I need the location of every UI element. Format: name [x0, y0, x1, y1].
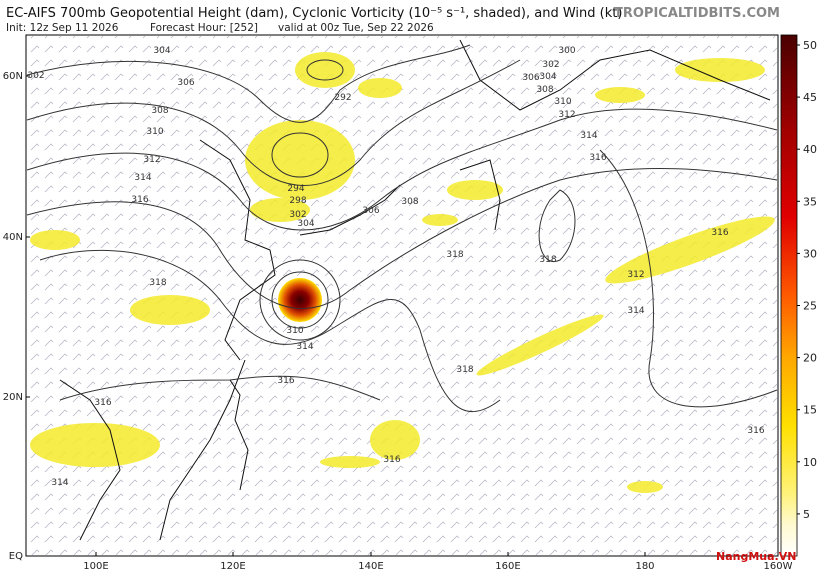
contour-label: 298	[289, 196, 306, 206]
lat-label: 20N	[3, 392, 23, 403]
forecast-hour: Forecast Hour: [252]	[150, 22, 258, 34]
colorbar-label: 40	[803, 143, 817, 156]
contour-label: 316	[747, 426, 764, 436]
contour-label: 292	[334, 93, 351, 103]
contour-label: 312	[143, 155, 160, 165]
init-time: Init: 12z Sep 11 2026	[6, 22, 119, 34]
colorbar-label: 5	[803, 508, 810, 521]
contour-label: 316	[589, 153, 606, 163]
contour-label: 318	[149, 278, 166, 288]
contour-label: 314	[627, 306, 644, 316]
map-title: EC-AIFS 700mb Geopotential Height (dam),…	[6, 6, 622, 21]
contour-label: 310	[554, 97, 571, 107]
contour-label: 306	[522, 73, 539, 83]
vorticity-shading	[30, 52, 775, 493]
contour-label: 316	[94, 398, 111, 408]
colorbar-label: 20	[803, 352, 817, 365]
wind-barbs	[27, 36, 777, 555]
contour-label: 312	[558, 110, 575, 120]
contour-label: 314	[134, 173, 151, 183]
contour-label: 304	[297, 219, 314, 229]
contour-label: 304	[539, 72, 556, 82]
contour-label: 314	[51, 478, 68, 488]
contour-label: 300	[558, 46, 575, 56]
contour-label: 302	[27, 71, 44, 81]
watermark: NangMua.VN	[716, 550, 796, 563]
contour-label: 316	[277, 376, 294, 386]
height-contours	[26, 44, 778, 412]
lon-label: 180	[635, 561, 654, 572]
lat-label: 40N	[3, 232, 23, 243]
colorbar-label: 25	[803, 300, 817, 313]
contour-label: 308	[401, 197, 418, 207]
lon-label: 140E	[358, 561, 383, 572]
lon-label: 120E	[220, 561, 245, 572]
contour-label: 314	[580, 131, 597, 141]
contour-label: 318	[446, 250, 463, 260]
contour-label: 294	[287, 184, 304, 194]
contour-label: 314	[296, 342, 313, 352]
coastlines	[59, 39, 771, 541]
colorbar-label: 35	[803, 195, 817, 208]
contour-label: 316	[711, 228, 728, 238]
lon-label: 160E	[495, 561, 520, 572]
valid-time: valid at 00z Tue, Sep 22 2026	[278, 22, 434, 34]
contour-label: 308	[151, 106, 168, 116]
contour-label: 304	[153, 46, 170, 56]
contour-label: 306	[177, 78, 194, 88]
contour-label: 308	[536, 85, 553, 95]
contour-label: 306	[362, 206, 379, 216]
contour-label: 302	[289, 210, 306, 220]
lat-label: 60N	[3, 71, 23, 82]
contour-label: 318	[456, 365, 473, 375]
colorbar-label: 45	[803, 91, 817, 104]
contour-label: 318	[539, 255, 556, 265]
typhoon-core	[278, 278, 322, 322]
lon-label: 100E	[83, 561, 108, 572]
colorbar	[780, 34, 798, 557]
colorbar-label: 10	[803, 456, 817, 469]
contour-label: 310	[146, 127, 163, 137]
contour-label: 316	[131, 195, 148, 205]
colorbar-label: 15	[803, 404, 817, 417]
contour-label: 312	[627, 270, 644, 280]
contour-label: 302	[542, 60, 559, 70]
brand: TROPICALTIDBITS.COM	[614, 6, 780, 21]
lat-label: EQ	[9, 551, 23, 562]
contour-label: 310	[286, 326, 303, 336]
contour-label: 316	[383, 455, 400, 465]
colorbar-label: 30	[803, 247, 817, 260]
lon-label: 160W	[764, 561, 793, 572]
colorbar-label: 50	[803, 39, 817, 52]
